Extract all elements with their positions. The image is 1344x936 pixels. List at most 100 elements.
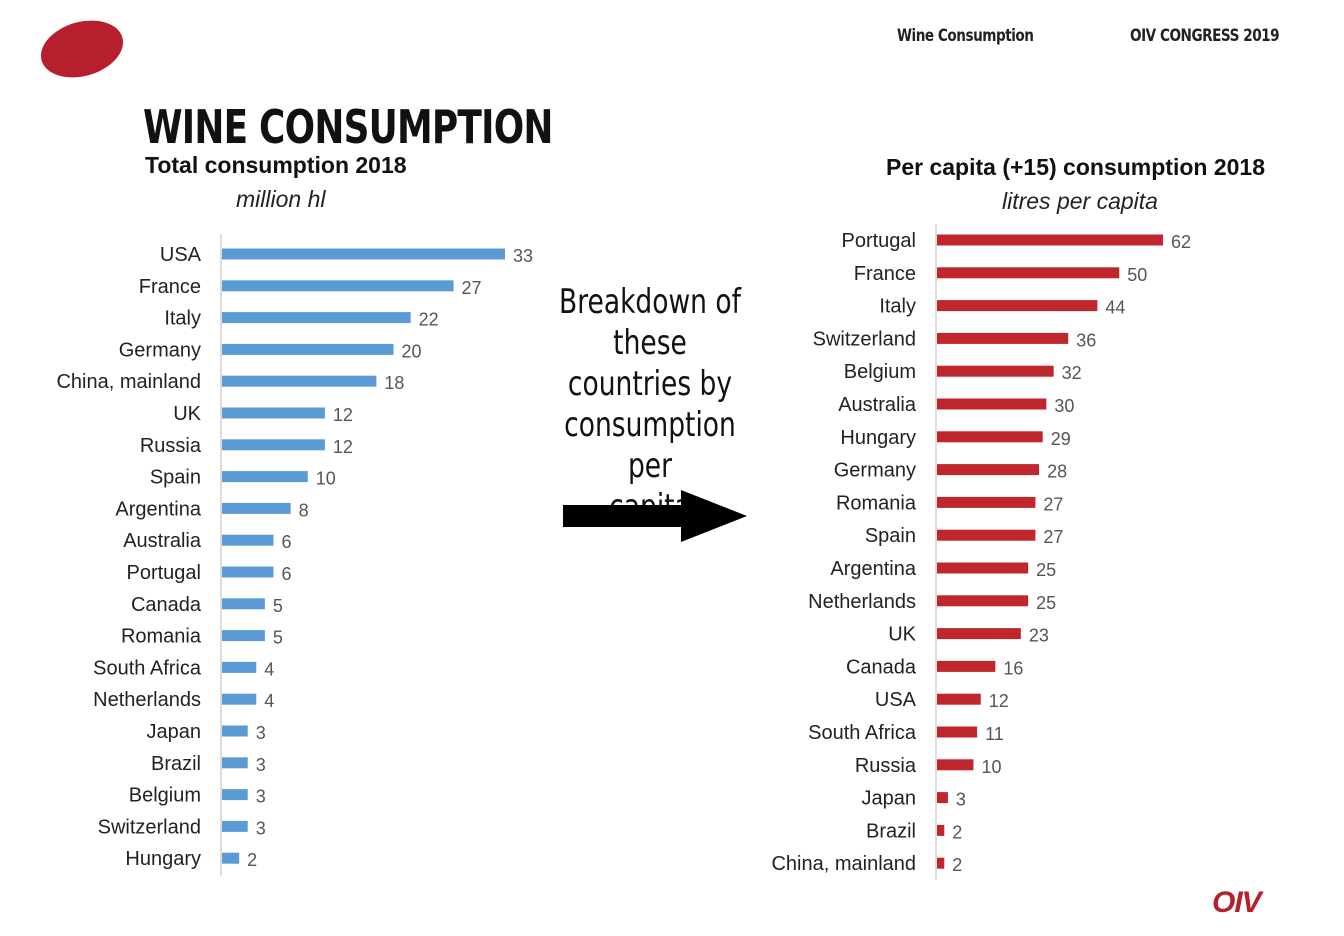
- left-value-label: 4: [264, 691, 274, 711]
- right-category-label: Australia: [838, 394, 917, 416]
- right-category-label: Netherlands: [808, 591, 916, 613]
- right-category-label: South Africa: [808, 722, 917, 744]
- right-bar: [937, 595, 1029, 607]
- left-category-label: Italy: [164, 308, 201, 330]
- left-category-label: Netherlands: [93, 689, 201, 711]
- page-title: WINE CONSUMPTION: [143, 100, 553, 154]
- right-chart-title: Per capita (+15) consumption 2018: [886, 154, 1265, 180]
- left-bar: [222, 375, 377, 387]
- right-bar: [937, 660, 996, 672]
- left-category-label: Japan: [147, 721, 202, 743]
- left-bar: [222, 566, 274, 578]
- right-category-label: Argentina: [830, 558, 916, 580]
- right-category-label: USA: [875, 689, 917, 711]
- right-category-label: Canada: [846, 656, 917, 678]
- left-category-label: South Africa: [93, 657, 202, 679]
- left-bar: [222, 502, 291, 514]
- right-arrow-icon: [563, 490, 747, 542]
- left-bar: [222, 534, 274, 546]
- left-category-label: Canada: [131, 594, 202, 616]
- left-value-label: 33: [513, 246, 533, 266]
- left-category-label: China, mainland: [56, 371, 201, 393]
- left-category-label: USA: [160, 244, 202, 266]
- left-value-label: 3: [256, 818, 266, 838]
- left-category-label: Australia: [123, 530, 202, 552]
- left-chart-unit: million hl: [236, 186, 326, 212]
- right-value-label: 27: [1043, 494, 1063, 514]
- left-bar: [222, 852, 240, 864]
- left-category-label: Hungary: [125, 848, 201, 870]
- annotation-line: these countries by: [567, 323, 733, 404]
- left-category-label: UK: [173, 403, 201, 425]
- left-bar: [222, 693, 257, 705]
- right-value-label: 29: [1051, 429, 1071, 449]
- right-bar: [937, 792, 948, 804]
- left-category-label: Belgium: [129, 785, 201, 807]
- left-value-label: 4: [264, 659, 274, 679]
- right-category-label: China, mainland: [771, 853, 916, 875]
- left-category-label: Germany: [119, 339, 201, 361]
- left-bar: [222, 343, 394, 355]
- breakdown-annotation: Breakdown of these countries by consumpt…: [549, 282, 752, 528]
- left-value-label: 12: [333, 405, 353, 425]
- right-value-label: 30: [1054, 396, 1074, 416]
- left-chart-title: Total consumption 2018: [145, 152, 407, 178]
- right-value-label: 12: [989, 691, 1009, 711]
- right-bar: [937, 562, 1029, 574]
- left-bar: [222, 789, 248, 801]
- right-category-label: Spain: [865, 525, 916, 547]
- right-value-label: 50: [1127, 265, 1147, 285]
- left-value-label: 3: [256, 787, 266, 807]
- right-bar: [937, 332, 1069, 344]
- right-bar: [937, 398, 1047, 410]
- right-value-label: 10: [981, 757, 1001, 777]
- right-value-label: 23: [1029, 626, 1049, 646]
- right-category-label: Brazil: [866, 820, 916, 842]
- left-value-label: 18: [384, 373, 404, 393]
- annotation-line: consumption per: [564, 405, 736, 486]
- left-value-label: 12: [333, 437, 353, 457]
- left-value-label: 10: [316, 469, 336, 489]
- left-bar: [222, 407, 325, 419]
- left-bar: [222, 471, 308, 483]
- right-bar: [937, 726, 978, 738]
- right-bar: [937, 464, 1040, 476]
- right-bar: [937, 529, 1036, 541]
- left-value-label: 3: [256, 723, 266, 743]
- left-bar: [222, 725, 248, 737]
- left-category-label: Switzerland: [98, 816, 201, 838]
- right-value-label: 44: [1105, 298, 1125, 318]
- left-bar: [222, 598, 265, 610]
- header-topic: Wine Consumption: [897, 26, 1034, 46]
- right-chart-unit: litres per capita: [1002, 188, 1158, 214]
- left-value-label: 8: [299, 500, 309, 520]
- right-value-label: 27: [1043, 527, 1063, 547]
- right-category-label: Japan: [862, 788, 917, 810]
- right-category-label: Belgium: [844, 361, 916, 383]
- left-value-label: 22: [419, 310, 439, 330]
- right-category-label: France: [854, 263, 916, 285]
- left-value-label: 5: [273, 596, 283, 616]
- right-value-label: 16: [1003, 658, 1023, 678]
- right-category-label: Italy: [879, 296, 916, 318]
- left-category-label: France: [139, 276, 201, 298]
- left-bar: [222, 280, 454, 292]
- right-bar: [937, 267, 1120, 279]
- right-category-label: UK: [888, 624, 916, 646]
- right-bar: [937, 234, 1163, 246]
- left-bar: [222, 630, 265, 642]
- header-event: OIV CONGRESS 2019: [1130, 26, 1280, 46]
- left-category-label: Portugal: [127, 562, 202, 584]
- right-bar: [937, 300, 1098, 312]
- right-value-label: 11: [985, 724, 1004, 744]
- right-bar: [937, 759, 974, 771]
- left-category-label: Spain: [150, 467, 201, 489]
- right-category-label: Hungary: [840, 427, 916, 449]
- oiv-logo: OIV: [1212, 886, 1262, 919]
- left-category-label: Argentina: [115, 498, 201, 520]
- left-bar: [222, 757, 248, 769]
- left-category-label: Russia: [140, 435, 202, 457]
- left-value-label: 27: [462, 278, 482, 298]
